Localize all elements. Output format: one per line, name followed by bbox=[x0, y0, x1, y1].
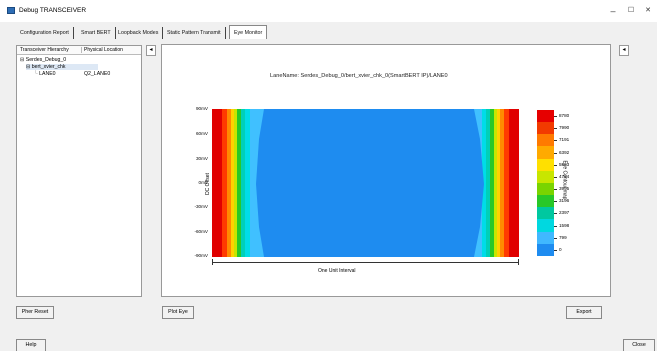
colorbar-tick bbox=[554, 225, 557, 227]
colorbar-segment bbox=[537, 207, 554, 220]
tree-node-bert-xvier-chk[interactable]: ⊟ bert_xvier_chk bbox=[26, 64, 98, 70]
tab-smart-bert[interactable]: Smart BERT bbox=[77, 27, 116, 39]
colorbar-tick-label: 2397 bbox=[559, 210, 570, 216]
colorbar-tick-label: 5593 bbox=[559, 161, 570, 167]
close-button[interactable]: Close bbox=[623, 339, 655, 351]
export-button[interactable]: Export bbox=[566, 306, 602, 319]
tree-header: Transceiver Hierarchy Physical Location bbox=[17, 46, 141, 55]
help-button[interactable]: Help bbox=[16, 339, 46, 351]
colorbar-segment bbox=[537, 122, 554, 135]
lane-physical-location: Q2_LANE0 bbox=[84, 71, 111, 77]
lane-title: LaneName: Serdes_Debug_0/bert_xvier_chk_… bbox=[270, 73, 448, 79]
close-window-button[interactable]: ✕ bbox=[645, 7, 651, 14]
y-axis-label: DC Offset bbox=[204, 173, 211, 195]
window-title: Debug TRANSCEIVER bbox=[19, 7, 87, 14]
y-tick-label: -90mV bbox=[194, 253, 208, 258]
colorbar-tick bbox=[554, 128, 557, 130]
column-physical-location[interactable]: Physical Location bbox=[81, 47, 123, 53]
colorbar-segment bbox=[537, 110, 554, 123]
tree-node-serdes-debug[interactable]: ⊟ Serdes_Debug_0 bbox=[20, 57, 67, 63]
tree-node-lane0[interactable]: └ LANE0 bbox=[34, 71, 56, 77]
colorbar-segment bbox=[537, 158, 554, 171]
y-tick-label: -60mV bbox=[194, 229, 208, 234]
colorbar-segment bbox=[537, 195, 554, 208]
eye-contour-graphic bbox=[212, 109, 519, 257]
tab-static-pattern-transmit[interactable]: Static Pattern Transmit bbox=[163, 27, 226, 39]
pher-reset-button[interactable]: Pher Reset bbox=[16, 306, 54, 319]
y-tick-label: -30mV bbox=[194, 204, 208, 209]
colorbar-tick bbox=[554, 176, 557, 178]
tab-configuration-report[interactable]: Configuration Report bbox=[16, 27, 74, 39]
colorbar-segment bbox=[537, 146, 554, 159]
colorbar-tick bbox=[554, 237, 557, 239]
colorbar-tick-label: 0 bbox=[559, 247, 562, 252]
colorbar-segment bbox=[537, 243, 554, 256]
lane-name: LANE0 bbox=[39, 71, 56, 77]
colorbar-tick bbox=[554, 201, 557, 203]
colorbar-tick-label: 4794 bbox=[559, 173, 570, 179]
collapse-tree-button[interactable]: ◂ bbox=[146, 45, 156, 56]
y-tick-label: 90mV bbox=[195, 106, 208, 111]
tab-bar: Configuration Report Smart BERT Loopback… bbox=[0, 25, 657, 39]
colorbar-tick bbox=[554, 250, 557, 251]
colorbar-tick bbox=[554, 116, 557, 117]
colorbar-segment bbox=[537, 134, 554, 147]
x-axis-line bbox=[212, 262, 519, 263]
colorbar-tick bbox=[554, 152, 557, 154]
tree-connector-icon: └ bbox=[34, 71, 40, 77]
colorbar-tick-label: 1598 bbox=[559, 222, 570, 228]
colorbar-segment bbox=[537, 231, 554, 244]
eye-contour-plot bbox=[212, 109, 519, 257]
plot-eye-button[interactable]: Plot Eye bbox=[162, 306, 194, 319]
colorbar-tick bbox=[554, 213, 557, 215]
eye-contour-heatmap bbox=[212, 109, 519, 257]
colorbar-segment bbox=[537, 219, 554, 232]
colorbar-tick-label: 799 bbox=[559, 234, 567, 240]
colorbar-tick bbox=[554, 164, 557, 166]
status-bar: Help Close bbox=[0, 336, 657, 351]
tab-eye-monitor[interactable]: Eye Monitor bbox=[229, 25, 268, 39]
colorbar-segment bbox=[537, 182, 554, 196]
colorbar-tick-label: 3196 bbox=[559, 198, 570, 204]
y-tick-label: 60mV bbox=[195, 131, 208, 136]
x-axis-tick-left bbox=[212, 259, 213, 265]
x-axis-tick-right bbox=[518, 259, 519, 265]
colorbar-tick-label: 3995 bbox=[559, 186, 570, 192]
column-transceiver-hierarchy[interactable]: Transceiver Hierarchy bbox=[20, 47, 69, 53]
tab-loopback-modes[interactable]: Loopback Modes bbox=[114, 27, 164, 39]
y-tick-label: 0mV bbox=[198, 180, 208, 185]
maximize-button[interactable]: ☐ bbox=[627, 7, 635, 14]
colorbar-tick-label: 7990 bbox=[559, 125, 570, 131]
colorbar-title: Eye Contour map bbox=[561, 160, 568, 200]
colorbar-tick-label: 8780 bbox=[559, 113, 570, 118]
minimize-button[interactable]: – bbox=[610, 6, 616, 16]
collapse-right-panel-button[interactable]: ◂ bbox=[619, 45, 629, 56]
y-tick-label: 30mV bbox=[195, 156, 208, 161]
colorbar-tick-label: 6392 bbox=[559, 149, 570, 155]
title-bar: Debug TRANSCEIVER – ☐ ✕ bbox=[0, 0, 657, 22]
app-icon bbox=[7, 7, 15, 14]
colorbar bbox=[537, 110, 554, 256]
transceiver-tree-panel: Transceiver Hierarchy Physical Location … bbox=[16, 45, 142, 297]
colorbar-segment bbox=[537, 170, 554, 183]
colorbar-tick bbox=[554, 189, 557, 191]
x-axis-label: One Unit Interval bbox=[318, 268, 356, 274]
colorbar-tick-label: 7191 bbox=[559, 137, 570, 143]
colorbar-tick bbox=[554, 140, 557, 142]
